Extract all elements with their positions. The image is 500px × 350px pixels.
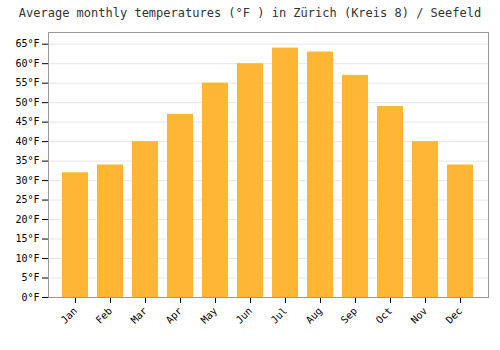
- svg-text:45°F: 45°F: [15, 116, 39, 127]
- svg-text:Jan: Jan: [59, 305, 80, 326]
- svg-text:Jun: Jun: [234, 305, 255, 326]
- svg-text:65°F: 65°F: [15, 38, 39, 49]
- svg-text:Mar: Mar: [129, 305, 150, 326]
- svg-text:May: May: [199, 305, 220, 326]
- svg-text:Dec: Dec: [444, 305, 465, 326]
- svg-text:55°F: 55°F: [15, 77, 39, 88]
- svg-text:Apr: Apr: [164, 305, 185, 326]
- svg-text:50°F: 50°F: [15, 97, 39, 108]
- svg-text:10°F: 10°F: [15, 253, 39, 264]
- svg-text:Sep: Sep: [339, 305, 360, 326]
- svg-text:40°F: 40°F: [15, 136, 39, 147]
- svg-text:15°F: 15°F: [15, 233, 39, 244]
- svg-text:5°F: 5°F: [21, 272, 39, 283]
- svg-text:Aug: Aug: [304, 305, 325, 326]
- html-text:Average monthly temperatures (: Average monthly temperatures (°F ) in Zü…: [18, 6, 482, 20]
- svg-text:25°F: 25°F: [15, 194, 39, 205]
- svg-text:Nov: Nov: [409, 305, 430, 326]
- svg-text:60°F: 60°F: [15, 58, 39, 69]
- svg-text:Oct: Oct: [374, 305, 395, 326]
- svg-text:35°F: 35°F: [15, 155, 39, 166]
- svg-text:30°F: 30°F: [15, 175, 39, 186]
- svg-text:20°F: 20°F: [15, 214, 39, 225]
- svg-text:Jul: Jul: [269, 305, 290, 326]
- svg-text:Feb: Feb: [94, 305, 115, 326]
- svg-text:0°F: 0°F: [21, 292, 39, 303]
